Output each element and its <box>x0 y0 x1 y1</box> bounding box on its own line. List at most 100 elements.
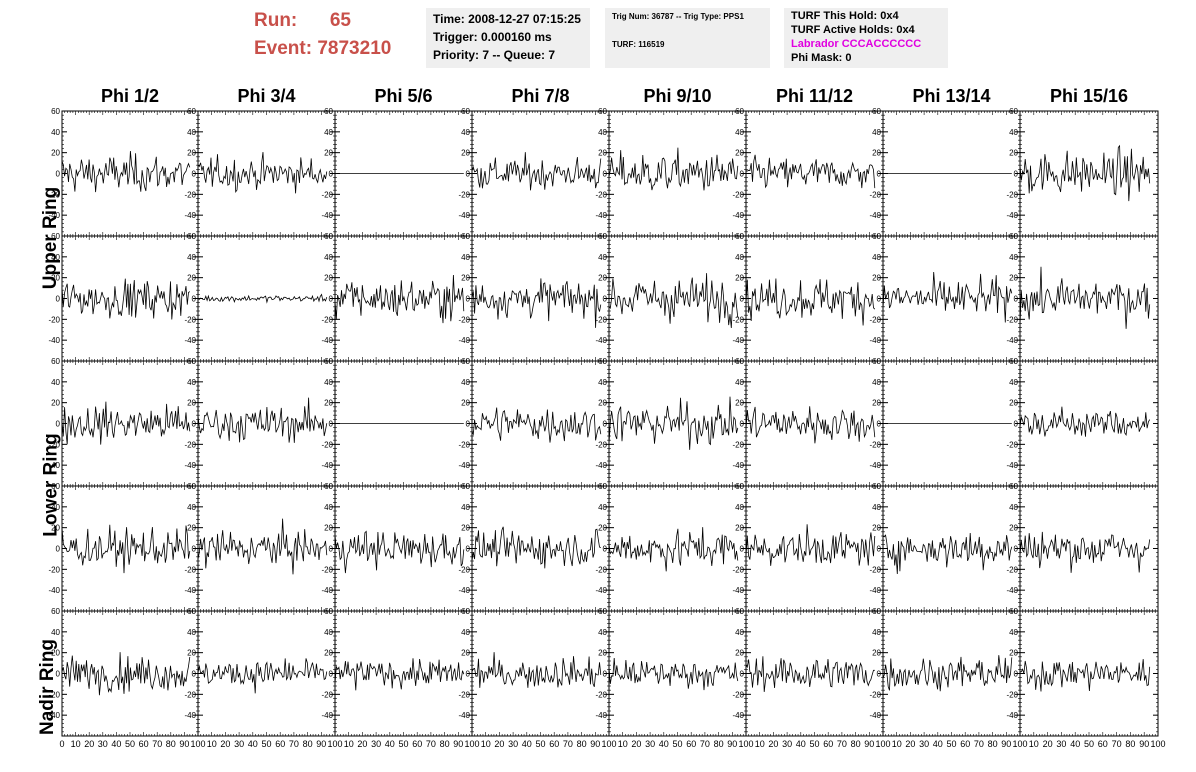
y-tick-label: -40 <box>321 211 333 220</box>
y-tick-label: 0 <box>740 295 745 304</box>
column-title-phi-15-16: Phi 15/16 <box>1049 86 1129 106</box>
y-tick-label: -20 <box>595 190 607 199</box>
waveform-trace <box>197 518 328 575</box>
y-tick-label: 20 <box>51 149 60 158</box>
y-tick-label: -20 <box>595 315 607 324</box>
y-tick-label: 40 <box>598 128 607 137</box>
y-tick-label: 0 <box>603 420 608 429</box>
y-tick-label: -40 <box>184 461 196 470</box>
y-tick-label: 0 <box>56 545 61 554</box>
turf-info-box: TURF This Hold: 0x4 TURF Active Holds: 0… <box>784 8 948 68</box>
y-tick-label: 0 <box>740 420 745 429</box>
y-tick-label: 0 <box>56 170 61 179</box>
y-tick-label: 60 <box>187 357 196 366</box>
waveform-trace <box>61 150 191 193</box>
y-tick-label: -40 <box>595 211 607 220</box>
y-tick-label: -40 <box>184 586 196 595</box>
labrador-text: Labrador CCCACCCCCC <box>791 38 922 50</box>
y-tick-label: 60 <box>324 357 333 366</box>
waveform-trace <box>471 152 602 191</box>
y-tick-label: -20 <box>458 190 470 199</box>
waveform-trace <box>197 293 328 304</box>
y-tick-label: 0 <box>329 295 334 304</box>
waveform-trace <box>608 396 739 450</box>
y-tick-label: 60 <box>598 357 607 366</box>
column-title-phi-3-4: Phi 3/4 <box>237 86 296 106</box>
y-tick-label: -40 <box>732 461 744 470</box>
y-tick-label: -20 <box>321 190 333 199</box>
column-title-phi-9-10: Phi 9/10 <box>643 86 712 106</box>
y-tick-label: 60 <box>51 232 60 241</box>
waveform-trace <box>745 154 876 189</box>
y-tick-label: 60 <box>598 107 607 116</box>
waveform-trace <box>61 401 191 445</box>
y-tick-label: 0 <box>192 170 197 179</box>
y-tick-label: -40 <box>595 336 607 345</box>
waveform-trace <box>197 152 328 194</box>
y-tick-label: -20 <box>869 440 881 449</box>
y-tick-label: 0 <box>329 545 334 554</box>
y-tick-label: -20 <box>48 440 60 449</box>
column-title-phi-1-2: Phi 1/2 <box>100 86 160 106</box>
y-tick-label: -40 <box>321 461 333 470</box>
waveform-trace <box>471 407 602 443</box>
y-tick-label: 20 <box>324 149 333 158</box>
y-tick-label: 20 <box>735 149 744 158</box>
y-tick-label: 20 <box>51 524 60 533</box>
y-tick-label: 40 <box>51 503 60 512</box>
waveform-trace <box>61 524 191 574</box>
turf-this-hold-text: TURF This Hold: 0x4 <box>791 10 899 22</box>
y-tick-label: -40 <box>1006 336 1018 345</box>
waveform-trace <box>745 278 876 326</box>
y-tick-label: 40 <box>1009 128 1018 137</box>
run-line: Run: 65 <box>254 10 351 32</box>
waveform-trace <box>608 273 739 329</box>
y-tick-label: 0 <box>192 545 197 554</box>
y-tick-label: 0 <box>466 420 471 429</box>
y-tick-label: 60 <box>324 232 333 241</box>
y-tick-label: 20 <box>187 149 196 158</box>
y-tick-label: 40 <box>598 253 607 262</box>
plot-frame <box>61 485 199 612</box>
trigger-text: Trigger: 0.000160 ms <box>433 30 552 44</box>
y-tick-label: 60 <box>324 482 333 491</box>
run-value: 65 <box>329 10 351 31</box>
y-tick-label: 40 <box>324 378 333 387</box>
y-tick-label: 40 <box>872 128 881 137</box>
y-tick-label: 60 <box>872 232 881 241</box>
trig-text: Trig Num: 36787 -- Trig Type: PPS1 <box>612 12 744 21</box>
y-tick-label: 20 <box>461 149 470 158</box>
y-tick-label: 40 <box>324 503 333 512</box>
waveform-trace <box>61 278 191 320</box>
y-tick-label: 60 <box>51 357 60 366</box>
y-tick-label: 40 <box>187 503 196 512</box>
waveform-trace <box>471 278 602 328</box>
y-tick-label: 0 <box>1014 420 1019 429</box>
y-tick-label: -40 <box>869 336 881 345</box>
waveform-trace <box>1019 406 1151 437</box>
phi-mask-text: Phi Mask: 0 <box>791 52 852 64</box>
y-tick-label: 20 <box>324 524 333 533</box>
y-tick-label: -40 <box>48 586 60 595</box>
y-tick-label: -40 <box>321 586 333 595</box>
y-tick-label: -40 <box>48 211 60 220</box>
y-tick-label: 60 <box>1009 232 1018 241</box>
waveform-trace <box>608 147 739 191</box>
y-tick-label: -40 <box>458 211 470 220</box>
y-tick-label: 20 <box>598 399 607 408</box>
y-tick-label: 0 <box>877 295 882 304</box>
time-text: Time: 2008-12-27 07:15:25 <box>433 12 581 26</box>
y-tick-label: 40 <box>598 378 607 387</box>
y-tick-label: -20 <box>321 315 333 324</box>
column-title-phi-7-8: Phi 7/8 <box>511 86 570 106</box>
y-tick-label: 40 <box>735 378 744 387</box>
run-event-box: Run: 65 Event: 7873210 <box>254 8 414 68</box>
waveform-trace <box>1019 144 1151 202</box>
y-tick-label: -40 <box>869 211 881 220</box>
y-tick-label: -40 <box>458 461 470 470</box>
y-tick-label: 20 <box>324 399 333 408</box>
event-value: 7873210 <box>317 38 392 59</box>
y-tick-label: 20 <box>461 399 470 408</box>
y-tick-label: 40 <box>461 378 470 387</box>
y-tick-label: -20 <box>321 440 333 449</box>
